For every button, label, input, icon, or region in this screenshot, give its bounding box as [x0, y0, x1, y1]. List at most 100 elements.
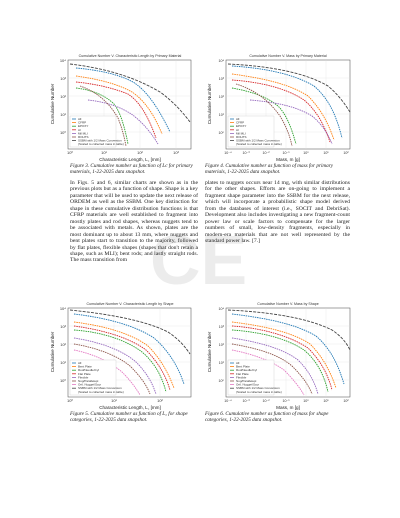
fig4-xtick: 10⁻² [262, 151, 270, 155]
fig6-legend-item: Ortl. Nugget/Scyr [236, 383, 259, 387]
fig5-legend-item: Flat Plate [78, 372, 91, 376]
fig5-series-all [73, 313, 185, 385]
fig6-ylabel: Cumulative Number [207, 331, 212, 372]
fig5-ytick: 10⁰ [60, 378, 66, 383]
fig5-xtick: 10¹ [111, 398, 117, 403]
fig4-legend-item: Al [236, 128, 239, 132]
fig3-legend-item: EPOXY [78, 124, 88, 128]
figure-5-chart: Cumulative Number V. Characteristic Leng… [48, 300, 198, 412]
fig4-grid [226, 60, 350, 149]
fig4-xtick: 10² [343, 151, 349, 155]
fig5-ytick: 10² [60, 342, 66, 347]
fig3-series-3 [75, 87, 129, 145]
fig6-series-6 [231, 343, 313, 395]
fig3-xtick: 10³ [173, 150, 179, 155]
figure-4-chart: Cumulative Number V. Mass by Primary Mat… [204, 52, 356, 164]
fig6-legend-item: Rod/Needle/Cyl [236, 368, 257, 372]
fig4-xtick: 10⁰ [303, 151, 309, 155]
fig5-series-6 [73, 343, 151, 395]
fig5-xlabel: Characteristic Length, L꜀ [mm] [99, 405, 161, 410]
fig6-legend-item: SSBM with 1/2 Mass Conversion [236, 386, 280, 390]
fig4-series-6 [235, 83, 293, 147]
fig5-legend-item: Ortl. Nugget/Scyr [78, 383, 101, 387]
fig6-xlabel: Mass, m [g] [276, 405, 300, 410]
fig3-legend-item: (Scaled to collected mass in table) [78, 142, 124, 146]
fig5-legend-item: Flexible [78, 375, 89, 379]
figure-4-caption: Figure 4. Cumulative number as function … [205, 163, 334, 176]
fig4-ytick: 10⁴ [218, 59, 224, 63]
fig4-legend-item: Mil MLI [236, 131, 246, 135]
figure-3-chart: Cumulative Number V. Characteristic Leng… [48, 52, 198, 164]
body-text-left: In Figs. 5 and 6, similar charts are sho… [70, 180, 198, 264]
fig5-legend-item: Bent Plate [78, 365, 92, 369]
fig4-xtick: 10⁻³ [242, 151, 250, 155]
fig3-series-6 [79, 85, 127, 147]
fig6-xtick: 10¹ [323, 399, 329, 403]
fig4-xtick: 10⁻¹ [282, 151, 290, 155]
fig4-title: Cumulative Number V. Mass by Primary Mat… [249, 54, 327, 58]
fig3-series [69, 63, 191, 147]
fig5-xtick: 10⁰ [67, 398, 73, 403]
fig4-legend-item: SSBM with 1/2 Mass Conversion [236, 139, 280, 143]
figure-6-chart: Cumulative Number V. Mass by Shape 10⁴ 1… [204, 300, 356, 412]
fig5-ytick: 10³ [60, 324, 66, 329]
fig5-legend-item: (Scaled to collected mass in table) [78, 390, 124, 394]
fig3-ytick: 10¹ [60, 112, 66, 117]
fig5-legend-item: Nug/Parallelepi [78, 379, 99, 383]
fig6-series-4 [231, 325, 333, 391]
fig6-series-all [231, 313, 345, 385]
fig6-series-7 [231, 349, 305, 396]
fig3-title: Cumulative Number V. Characteristic Leng… [79, 54, 182, 58]
fig4-legend: All CFRP EPOXY Al Mil MLI ROHTS SSBM wit… [227, 115, 282, 148]
fig3-legend-item: Al [78, 128, 81, 132]
fig5-series-5 [73, 337, 157, 395]
fig5-xtick: 10² [157, 398, 163, 403]
fig3-xtick: 10¹ [101, 150, 107, 155]
fig4-legend-item: ROHTS [236, 135, 247, 139]
fig6-ytick: 10³ [219, 325, 225, 329]
fig6-series-ssbm [227, 309, 351, 351]
fig3-ytick: 10⁰ [60, 130, 66, 135]
fig4-ytick: 10⁰ [219, 131, 225, 135]
fig3-ytick: 10² [60, 94, 66, 99]
fig3-xlabel: Characteristic Length, L꜀ [mm] [99, 157, 161, 162]
fig4-ylabel: Cumulative Number [207, 83, 212, 124]
fig3-legend-item: Mil MLI [78, 131, 88, 135]
fig5-ylabel: Cumulative Number [50, 331, 55, 372]
figure-6-caption: Figure 6. Cumulative number as function … [205, 411, 329, 424]
fig5-series-4 [73, 325, 171, 391]
fig5-series-7 [73, 349, 141, 396]
fig3-series-5 [87, 99, 159, 145]
fig3-series-2 [75, 75, 163, 135]
fig5-legend-item: SSBM with 1/2 Mass Conversion [78, 386, 122, 390]
figure-5-svg: Cumulative Number V. Characteristic Leng… [50, 302, 192, 410]
fig3-xtick: 10⁰ [67, 150, 73, 155]
fig6-legend-item: All [236, 361, 240, 365]
fig6-series-2 [231, 321, 337, 389]
figure-3-caption: Figure 3. Cumulative number as function … [70, 163, 193, 176]
fig6-legend-item: Flat Plate [236, 372, 249, 376]
fig4-ytick: 10³ [219, 77, 225, 81]
figure-6-svg: Cumulative Number V. Mass by Shape 10⁴ 1… [207, 302, 351, 410]
fig6-legend-item: Nug/Parallelepi [236, 379, 257, 383]
fig6-series-5 [231, 337, 319, 395]
fig4-series-4 [231, 79, 331, 143]
fig6-legend-item: (Scaled to collected mass in table) [236, 390, 282, 394]
fig6-ytick: 10⁰ [219, 379, 225, 383]
figure-5-caption: Figure 5. Cumulative number as function … [70, 411, 188, 424]
fig5-ytick: 10¹ [60, 360, 66, 365]
figure-4-svg: Cumulative Number V. Mass by Primary Mat… [207, 54, 351, 162]
fig4-legend-item: (Scaled to collected mass in table) [236, 142, 282, 146]
fig6-legend: All Bent Plate Rod/Needle/Cyl Flat Plate… [227, 359, 282, 396]
fig6-series-3 [231, 329, 329, 393]
fig3-ytick: 10⁴ [60, 58, 66, 63]
body-text-right: plates to nuggets occurs near 14 mg, wit… [205, 180, 350, 245]
fig6-xtick: 10⁻³ [242, 399, 250, 403]
fig6-ytick: 10⁴ [218, 307, 224, 311]
fig4-xtick: 10⁻⁴ [224, 151, 232, 155]
fig3-legend: All CFRP EPOXY Al Mil MLI ROHTS SSBM wit… [69, 115, 124, 148]
fig6-xtick: 10⁻² [262, 399, 270, 403]
fig3-ytick: 10³ [60, 76, 66, 81]
fig3-ylabel: Cumulative Number [50, 83, 55, 124]
fig6-xtick: 10⁻¹ [282, 399, 290, 403]
